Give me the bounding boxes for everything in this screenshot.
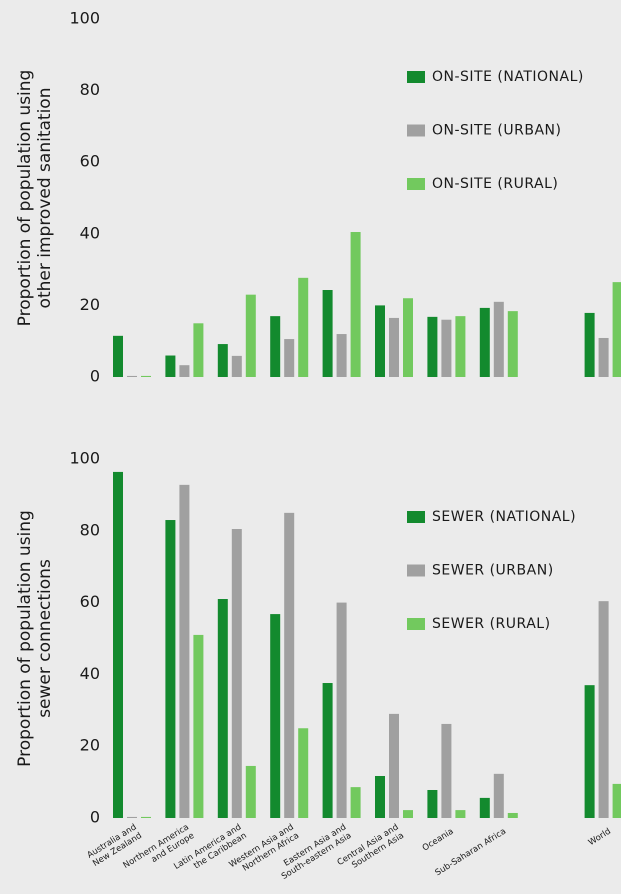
y-tick-label: 100 <box>69 9 100 28</box>
bar <box>165 355 176 377</box>
bar <box>403 298 413 377</box>
legend-label: ON-SITE (RURAL) <box>432 176 558 192</box>
legend-swatch <box>407 178 425 190</box>
y-tick-label: 40 <box>80 664 100 683</box>
y-axis-label: other improved sanitation <box>35 88 55 309</box>
y-tick-label: 0 <box>90 367 100 386</box>
bar <box>350 232 361 377</box>
y-axis-label: sewer connections <box>35 559 55 718</box>
bar <box>284 339 295 377</box>
bar <box>127 816 137 818</box>
bar <box>298 728 309 818</box>
bar <box>598 337 609 377</box>
y-tick-label: 100 <box>69 449 100 468</box>
bar <box>584 685 595 818</box>
legend-swatch <box>407 511 425 523</box>
legend-swatch <box>407 618 425 630</box>
bar <box>493 773 504 818</box>
y-axis-label: Proportion of population using <box>15 510 35 767</box>
bar <box>389 713 399 818</box>
y-tick-label: 80 <box>80 520 100 539</box>
legend-swatch <box>407 124 425 137</box>
legend-label: ON-SITE (URBAN) <box>432 123 561 139</box>
bar <box>507 311 518 377</box>
bar <box>336 602 347 818</box>
bar <box>245 765 256 818</box>
bar <box>441 319 452 377</box>
bar <box>127 375 137 377</box>
y-tick-label: 0 <box>90 808 100 827</box>
bar <box>493 301 504 377</box>
bar <box>612 783 621 818</box>
legend-swatch <box>407 564 425 577</box>
y-tick-label: 60 <box>80 152 100 171</box>
bar <box>322 290 333 377</box>
y-tick-label: 20 <box>80 736 100 755</box>
bar <box>598 601 609 818</box>
bar <box>479 307 490 377</box>
y-tick-label: 60 <box>80 592 100 611</box>
bar <box>389 317 399 377</box>
bar <box>179 484 190 818</box>
bar <box>141 816 151 818</box>
bar <box>141 375 151 377</box>
bar <box>217 344 228 377</box>
bar <box>231 355 242 377</box>
legend-label: ON-SITE (NATIONAL) <box>432 69 584 85</box>
x-tick-label: Oceania <box>421 826 456 853</box>
bar <box>507 812 518 818</box>
y-axis-label: Proportion of population using <box>15 70 35 327</box>
bar <box>193 323 204 377</box>
bar <box>455 810 466 818</box>
bar <box>350 787 361 818</box>
bar <box>612 282 621 377</box>
bar <box>270 614 281 818</box>
bar <box>322 683 333 818</box>
bar <box>231 529 242 818</box>
bar <box>455 316 466 377</box>
legend-label: SEWER (URBAN) <box>432 563 554 579</box>
bar <box>427 789 438 818</box>
y-tick-label: 40 <box>80 223 100 242</box>
x-tick-label: World <box>587 826 613 847</box>
bar <box>165 520 176 818</box>
bar <box>217 599 228 818</box>
bar <box>179 365 190 377</box>
y-tick-label: 80 <box>80 80 100 99</box>
bar <box>441 723 452 818</box>
bar <box>113 471 123 818</box>
y-tick-label: 20 <box>80 295 100 314</box>
bar <box>336 334 347 377</box>
bar <box>375 775 385 818</box>
bar <box>298 277 309 377</box>
legend-label: SEWER (NATIONAL) <box>432 509 576 525</box>
bar <box>113 335 123 377</box>
bar <box>403 810 413 818</box>
bar <box>584 312 595 377</box>
legend-label: SEWER (RURAL) <box>432 616 551 632</box>
bar <box>427 316 438 377</box>
bar <box>270 316 281 377</box>
bar <box>245 294 256 377</box>
bar <box>193 634 204 818</box>
legend-swatch <box>407 71 425 83</box>
bar <box>479 797 490 818</box>
bar <box>375 305 385 377</box>
bar <box>284 512 295 818</box>
